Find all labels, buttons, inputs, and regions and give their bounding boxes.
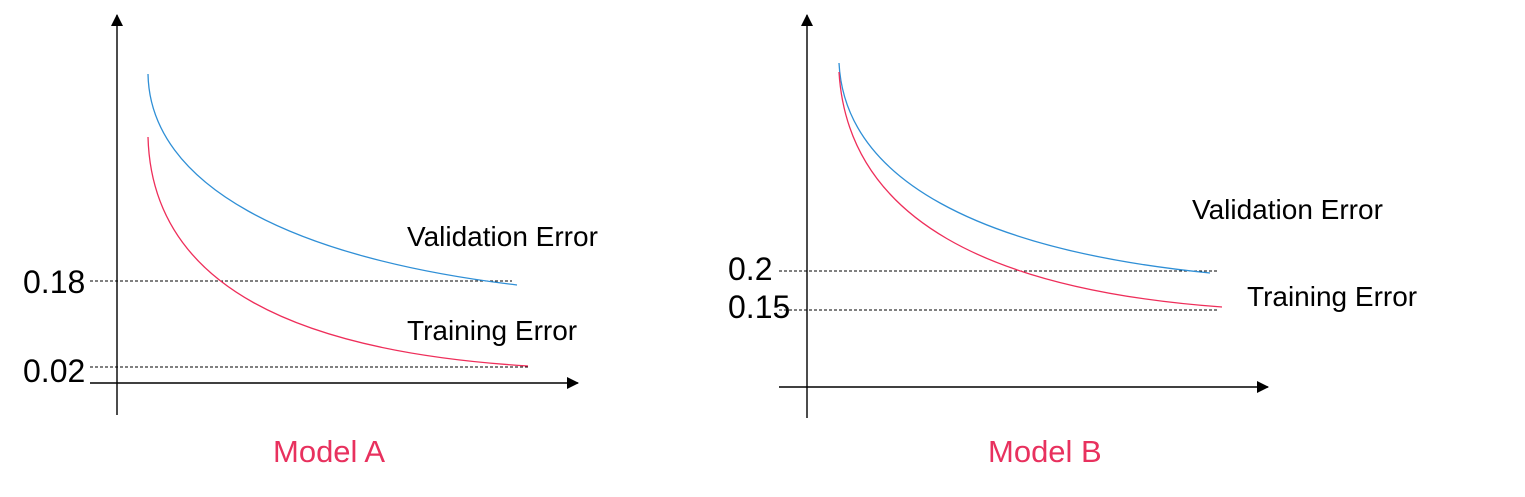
model-a-training-curve	[147, 136, 529, 367]
model-a-validation-label: Validation Error	[407, 221, 598, 252]
model-b-training-label: Training Error	[1247, 281, 1417, 312]
chart-model-a: 0.18 0.02 Validation Error Training Erro…	[23, 14, 598, 469]
model-a-title: Model A	[273, 434, 385, 469]
model-a-tick-upper: 0.18	[23, 264, 85, 300]
model-b-title: Model B	[988, 434, 1102, 469]
model-b-tick-lower: 0.15	[728, 289, 790, 325]
model-a-tick-lower: 0.02	[23, 353, 85, 389]
model-a-validation-curve	[147, 73, 518, 286]
model-b-validation-label: Validation Error	[1192, 194, 1383, 225]
model-b-validation-curve	[838, 62, 1211, 274]
model-b-tick-upper: 0.2	[728, 251, 772, 287]
chart-model-b: 0.2 0.15 Validation Error Training Error…	[728, 14, 1417, 469]
model-b-training-curve	[838, 71, 1223, 308]
model-a-training-label: Training Error	[407, 315, 577, 346]
